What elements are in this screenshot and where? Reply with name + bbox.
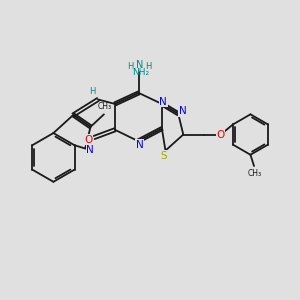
Text: H: H <box>145 62 152 71</box>
Text: N: N <box>179 106 187 116</box>
Text: N: N <box>86 145 94 155</box>
Text: O: O <box>217 130 225 140</box>
Text: N: N <box>160 97 167 106</box>
Text: NH₂: NH₂ <box>132 68 149 77</box>
Text: O: O <box>85 135 93 145</box>
Text: CH₃: CH₃ <box>98 102 112 111</box>
Text: H: H <box>89 87 96 96</box>
Text: CH₃: CH₃ <box>248 169 262 178</box>
Text: N: N <box>136 60 144 70</box>
Text: H: H <box>127 62 134 71</box>
Text: S: S <box>161 151 167 161</box>
Text: N: N <box>136 140 143 150</box>
